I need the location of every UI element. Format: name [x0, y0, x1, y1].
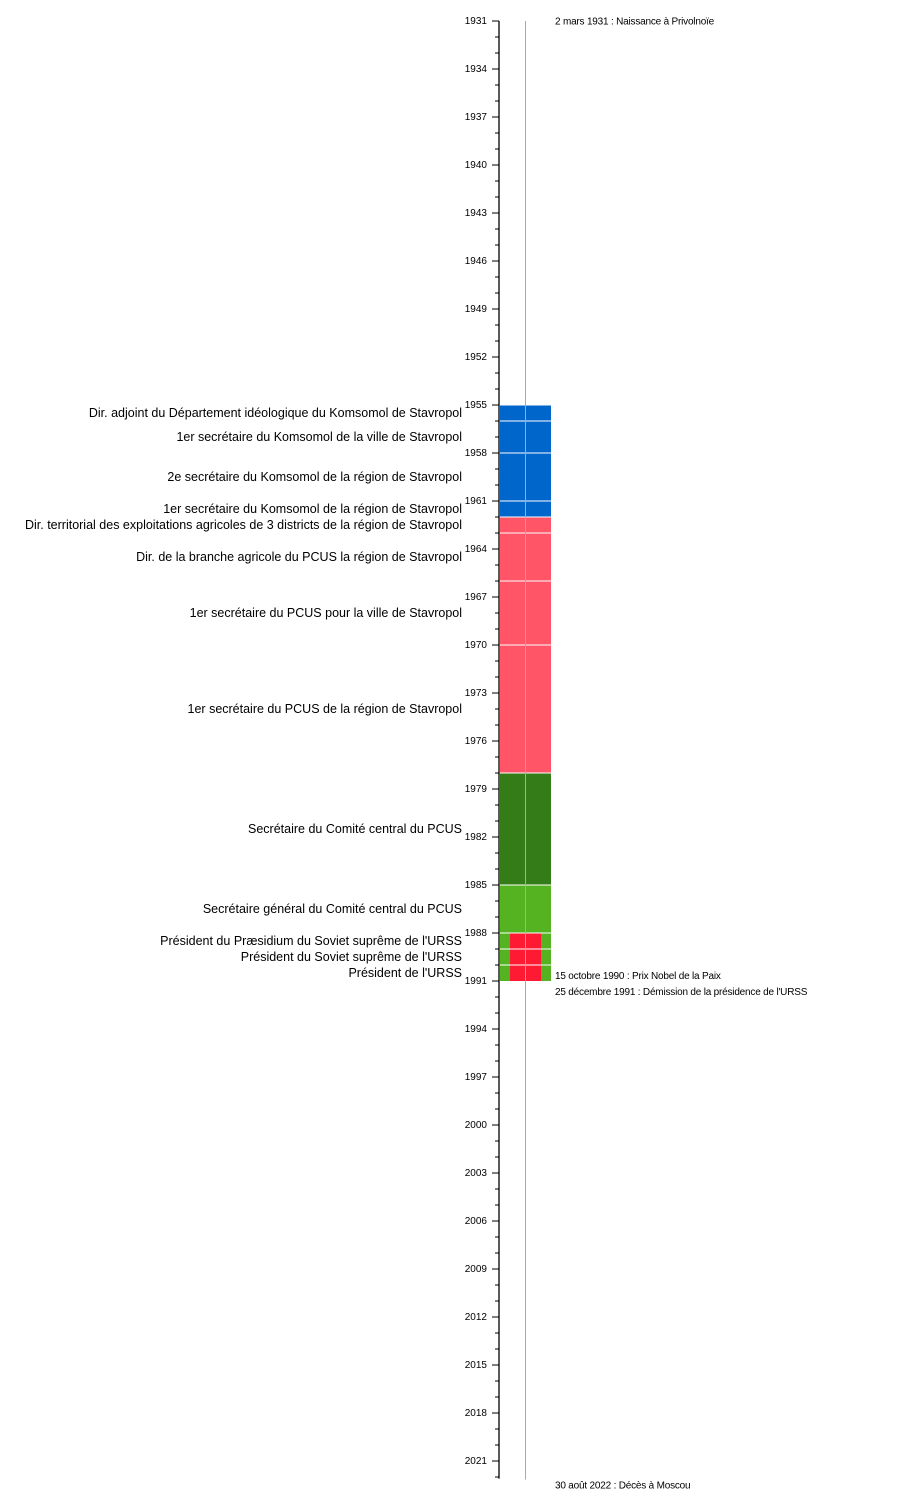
tick-label: 1943: [465, 208, 488, 219]
tick-label: 1985: [465, 880, 488, 891]
event-label: 30 août 2022 : Décès à Moscou: [555, 1481, 690, 1492]
tick-label: 1970: [465, 640, 488, 651]
tick-label: 2009: [465, 1264, 488, 1275]
period-label: Président du Soviet suprême de l'URSS: [241, 950, 462, 964]
tick-label: 1964: [465, 544, 488, 555]
tick-label: 1973: [465, 688, 488, 699]
tick-label: 1997: [465, 1072, 488, 1083]
tick-label: 1937: [465, 112, 488, 123]
period-label: Président du Præsidium du Soviet suprême…: [160, 934, 462, 948]
tick-label: 2018: [465, 1408, 488, 1419]
event-label: 25 décembre 1991 : Démission de la prési…: [555, 987, 808, 998]
tick-label: 2000: [465, 1120, 488, 1131]
tick-label: 1934: [465, 64, 488, 75]
period-label: Secrétaire général du Comité central du …: [203, 902, 462, 916]
tick-label: 1958: [465, 448, 488, 459]
tick-label: 1994: [465, 1024, 488, 1035]
tick-label: 1946: [465, 256, 488, 267]
period-label: 1er secrétaire du Komsomol de la ville d…: [176, 430, 462, 444]
tick-label: 1931: [465, 16, 488, 27]
period-label: Dir. adjoint du Département idéologique …: [89, 406, 462, 420]
period-label: 2e secrétaire du Komsomol de la région d…: [167, 470, 462, 484]
period-label: 1er secrétaire du PCUS de la région de S…: [188, 702, 462, 716]
tick-label: 1988: [465, 928, 488, 939]
tick-label: 1940: [465, 160, 488, 171]
tick-label: 2015: [465, 1360, 488, 1371]
tick-label: 1952: [465, 352, 488, 363]
tick-label: 2003: [465, 1168, 488, 1179]
tick-label: 1982: [465, 832, 488, 843]
period-label: Dir. territorial des exploitations agric…: [25, 518, 462, 532]
tick-label: 1991: [465, 976, 488, 987]
tick-label: 1961: [465, 496, 488, 507]
tick-label: 2006: [465, 1216, 488, 1227]
tick-label: 2021: [465, 1456, 488, 1467]
period-label: 1er secrétaire du Komsomol de la région …: [163, 502, 462, 516]
period-label: Secrétaire du Comité central du PCUS: [248, 822, 462, 836]
period-label: Président de l'URSS: [348, 966, 462, 980]
event-label: 15 octobre 1990 : Prix Nobel de la Paix: [555, 971, 721, 982]
period-label: Dir. de la branche agricole du PCUS la r…: [136, 550, 462, 564]
period-label: 1er secrétaire du PCUS pour la ville de …: [190, 606, 462, 620]
tick-label: 2012: [465, 1312, 488, 1323]
tick-label: 1955: [465, 400, 488, 411]
tick-label: 1976: [465, 736, 488, 747]
tick-label: 1967: [465, 592, 488, 603]
tick-label: 1949: [465, 304, 488, 315]
tick-label: 1979: [465, 784, 488, 795]
event-label: 2 mars 1931 : Naissance à Privolnoïe: [555, 17, 715, 28]
